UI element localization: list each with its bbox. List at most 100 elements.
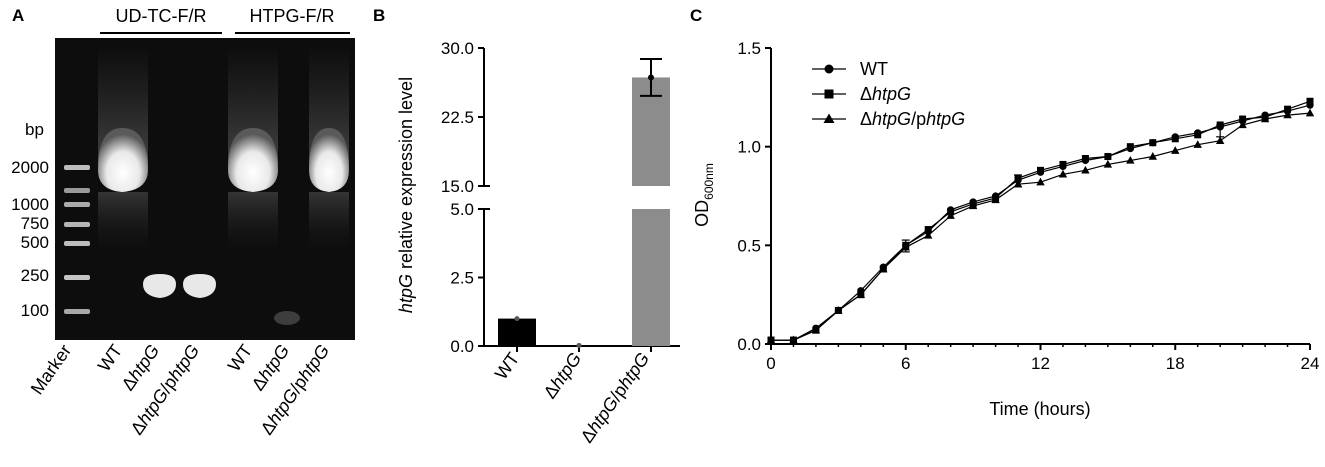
gel-band-faint (274, 311, 300, 325)
gel-lane-labels: Marker WT ΔhtpG ΔhtpG/phtpG WT ΔhtpG Δht… (27, 341, 334, 439)
ladder-band (64, 188, 90, 193)
data-point-triangle (1215, 136, 1225, 144)
y-tick-label: 0.0 (450, 337, 474, 356)
panel-c-series (766, 97, 1315, 344)
ladder-size-100: 100 (21, 301, 49, 320)
legend-item-dhtpg: ΔhtpG (812, 84, 911, 104)
series-line-square (771, 100, 1311, 341)
bar-category-label-dhtpg: ΔhtpG (540, 349, 586, 402)
data-point-square (1284, 105, 1292, 113)
data-point-square (1216, 121, 1224, 129)
x-tick-label: 6 (901, 354, 910, 373)
data-point-triangle (1103, 159, 1113, 168)
y-tick-label: 0.0 (737, 335, 761, 354)
bar-point (648, 74, 654, 81)
lane-label-wt-1: WT (94, 341, 126, 375)
y-tick-label: 2.5 (450, 269, 474, 288)
panel-c-axes: 0.0 0.5 1.0 1.5 0 6 12 18 24 (737, 39, 1319, 373)
ladder-band (64, 165, 90, 170)
data-point-square (1306, 97, 1314, 105)
data-point-square (1194, 131, 1202, 139)
x-tick-label: 18 (1166, 354, 1185, 373)
panel-a-letter: A (12, 6, 24, 25)
gel-band-large (228, 128, 278, 192)
panel-b-ylabel: htpG relative expression level (396, 77, 416, 313)
lane-label-marker: Marker (27, 341, 76, 398)
data-point-triangle (1126, 155, 1135, 164)
x-tick-label: 0 (766, 354, 775, 373)
bar-point (576, 342, 582, 348)
data-point-triangle (901, 242, 910, 251)
lane-low-smear (309, 192, 349, 252)
series-line-triangle (771, 112, 1311, 341)
data-point-triangle (968, 201, 978, 210)
data-point-square (1037, 166, 1044, 174)
gel-band-small (143, 274, 176, 298)
data-point-triangle (1058, 169, 1068, 178)
legend-label-comp: ΔhtpG/phtpG (860, 109, 965, 129)
data-point-triangle (1081, 165, 1090, 174)
data-point-triangle (946, 211, 955, 219)
ladder-size-2000: 2000 (11, 158, 49, 177)
data-point-square (1081, 155, 1089, 163)
panel-b-category-labels: WT ΔhtpG ΔhtpG/phtpG (491, 349, 653, 447)
legend-label-dhtpg: ΔhtpG (860, 84, 911, 104)
gel-group-label-2: HTPG-F/R (250, 6, 335, 26)
bar-lower-segment (632, 209, 670, 346)
y-tick-label: 22.5 (441, 108, 474, 127)
x-tick-label: 24 (1301, 354, 1320, 373)
panel-a: A UD-TC-F/R HTPG-F/R bp 2000 1000 750 50… (11, 6, 355, 438)
y-tick-label: 5.0 (450, 200, 474, 219)
data-point-triangle (856, 290, 866, 298)
gel-band-large (98, 128, 148, 192)
panel-c: C OD600nm Time (hours) 0.0 0.5 1.0 1.5 0 6 12 1… (690, 6, 1319, 419)
x-tick-label: 12 (1031, 354, 1050, 373)
y-tick-label: 1.5 (737, 39, 761, 58)
panel-b-bars (498, 58, 670, 348)
data-point-triangle (811, 325, 821, 334)
gel-image (55, 38, 355, 340)
data-point-triangle (924, 230, 933, 239)
data-point-triangle (1193, 140, 1202, 148)
data-point-square (1014, 174, 1022, 182)
data-point-square (1104, 153, 1112, 161)
ladder-band (64, 202, 90, 207)
data-point-triangle (1148, 152, 1157, 160)
data-point-square (1171, 135, 1179, 143)
ladder-size-750: 750 (21, 214, 49, 233)
ladder-band (64, 222, 90, 227)
y-tick-label: 30.0 (441, 39, 474, 58)
data-point-triangle (1283, 110, 1292, 119)
gel-band-small (183, 274, 216, 298)
ladder-band (64, 309, 90, 314)
data-point-triangle (766, 335, 776, 344)
data-point-square (1126, 143, 1134, 151)
data-point-triangle (1305, 108, 1315, 117)
bar (498, 318, 536, 346)
ladder-size-labels: 2000 1000 750 500 250 100 (11, 158, 49, 320)
y-tick-label: 15.0 (441, 177, 474, 196)
data-point-triangle (1260, 114, 1270, 123)
y-tick-label: 1.0 (737, 138, 761, 157)
ladder-band (64, 241, 90, 246)
y-tick-label: 0.5 (737, 236, 761, 255)
lane-label-wt-2: WT (224, 341, 256, 375)
data-point-triangle (1013, 179, 1023, 188)
panel-c-letter: C (690, 6, 702, 25)
panel-b-letter: B (373, 6, 385, 25)
panel-c-legend: WT ΔhtpG ΔhtpG/phtpG (812, 59, 965, 129)
data-point-square (1239, 115, 1247, 123)
data-point-square (1149, 139, 1157, 147)
legend-item-comp: ΔhtpG/phtpG (812, 109, 965, 129)
panel-c-xlabel: Time (hours) (989, 399, 1090, 419)
panel-c-ylabel: OD600nm (692, 163, 716, 227)
ladder-size-1000: 1000 (11, 195, 49, 214)
legend-marker-circle (824, 64, 834, 74)
data-point-triangle (1238, 120, 1247, 129)
ladder-size-500: 500 (21, 233, 49, 252)
data-point-triangle (789, 335, 798, 344)
gel-band-large (309, 128, 349, 192)
lane-low-smear (98, 192, 148, 252)
legend-label-wt: WT (860, 59, 888, 79)
data-point-triangle (1036, 177, 1045, 186)
